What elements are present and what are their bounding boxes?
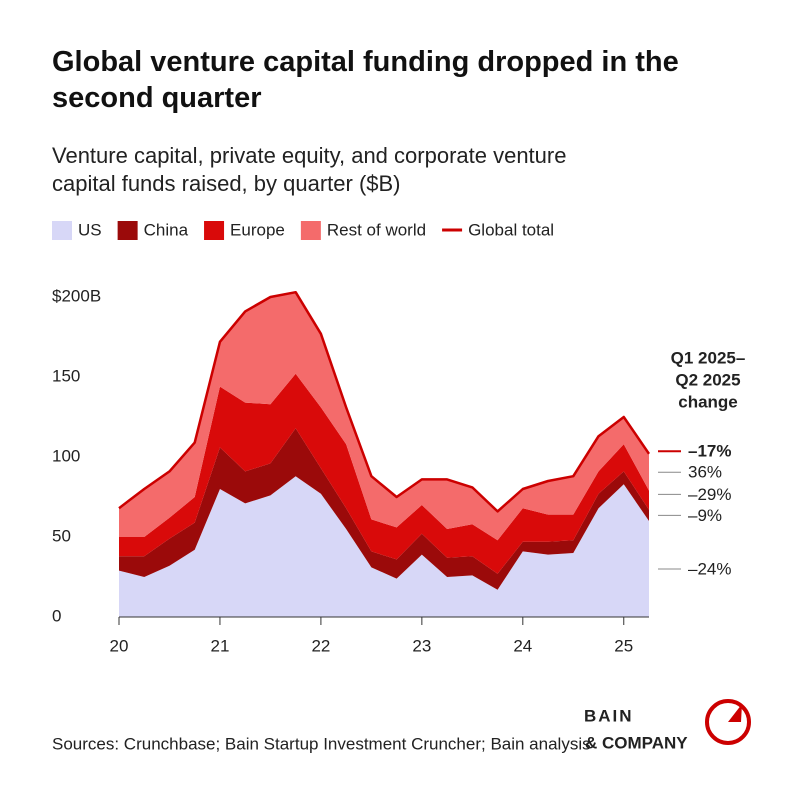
x-tick-label: 22 [311, 636, 330, 655]
legend-label: Rest of world [327, 220, 426, 239]
change-label: 36% [688, 463, 722, 482]
area [119, 373, 649, 574]
legend-swatch [117, 221, 138, 240]
change-label: –29% [688, 485, 731, 504]
source: Sources: Crunchbase; Bain Startup Invest… [52, 734, 591, 753]
area [119, 476, 649, 617]
change-title: change [678, 392, 738, 411]
area [119, 292, 649, 541]
total-line [118, 290, 651, 513]
x-tick-label: 25 [614, 636, 633, 655]
chart-subtitle: Venture capital, private equity, and cor… [52, 143, 567, 196]
legend-label: US [78, 220, 102, 239]
legend-label: China [144, 220, 189, 239]
logo-word: BAIN [584, 706, 634, 725]
y-tick-label: 100 [52, 446, 80, 465]
change-title: Q1 2025– [671, 348, 746, 367]
x-tick-label: 23 [412, 636, 431, 655]
legend-label: Europe [230, 220, 285, 239]
change-title: Q2 2025 [675, 370, 740, 389]
x-tick-label: 20 [110, 636, 129, 655]
x-tick-label: 21 [210, 636, 229, 655]
y-tick-label: 50 [52, 526, 71, 545]
logo-mark [728, 704, 742, 722]
y-tick-label: 150 [52, 366, 80, 385]
legend-swatch [300, 221, 321, 240]
area [119, 428, 649, 590]
logo-sub: & COMPANY [585, 733, 688, 752]
change-label: –9% [688, 506, 722, 525]
logo-circle [705, 699, 751, 745]
x-tick-label: 24 [513, 636, 532, 655]
change-label: –17% [688, 442, 731, 461]
y-tick-label: $200B [52, 286, 101, 305]
legend-swatch [204, 221, 225, 240]
legend-swatch [52, 221, 72, 240]
legend-label: Global total [468, 220, 554, 239]
chart-title: Global venture capital funding dropped i… [52, 46, 679, 114]
y-tick-label: 0 [52, 606, 61, 625]
change-label: –24% [688, 559, 731, 578]
